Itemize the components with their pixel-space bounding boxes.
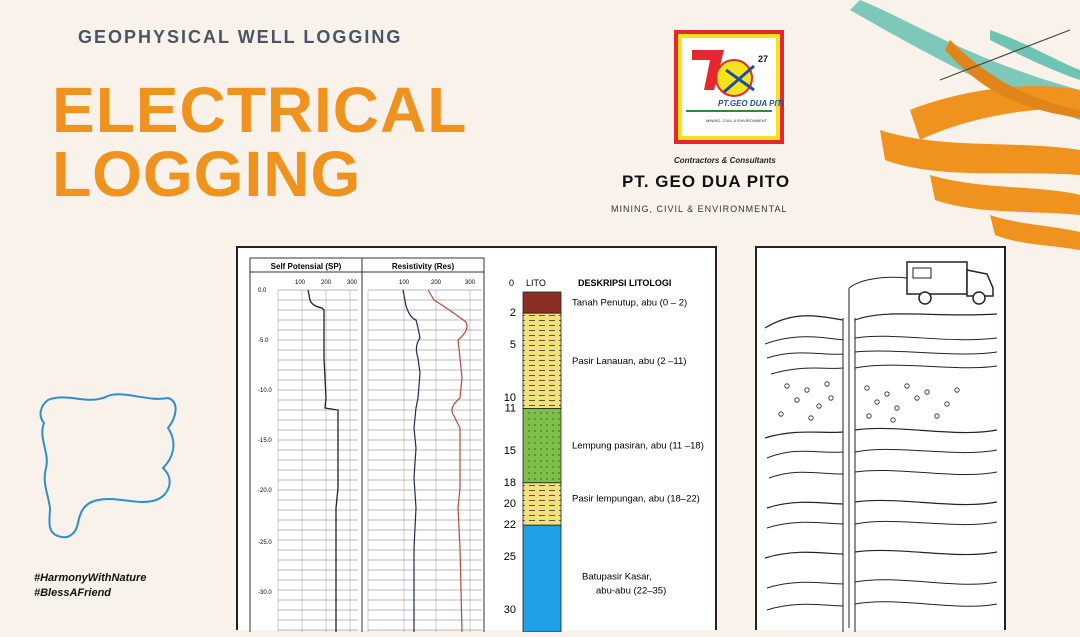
gravel-dot [784, 383, 790, 389]
gravel-dot [890, 417, 896, 423]
lithology-descriptions: Tanah Penutup, abu (0 – 2) Pasir Lanauan,… [572, 298, 704, 597]
outline-doodle-decoration [39, 393, 177, 539]
logging-truck-icon [848, 261, 994, 305]
hashtag-harmony: #HarmonyWithNature [34, 572, 147, 584]
title-line-2: LOGGING [52, 138, 362, 210]
lithology-layer [522, 291, 562, 314]
well-log-chart: Self Potensial (SP) Resistivity (Res) 10… [236, 246, 717, 633]
lithology-layer [522, 312, 562, 409]
lithology-depth-label: 20 [504, 498, 516, 510]
company-tagline: Contractors & Consultants [674, 156, 776, 165]
lithology-depth-label: 18 [504, 477, 516, 489]
gravel-dot [794, 397, 800, 403]
brush-stroke-decoration [850, 0, 1080, 250]
gravel-dot [954, 387, 960, 393]
gravel-dot [914, 395, 920, 401]
well-schematic-svg [764, 261, 998, 632]
lithology-depth-label: 15 [504, 445, 516, 457]
lithology-depth-label: 30 [504, 604, 516, 616]
lithology-depth-label: 11 [505, 403, 516, 415]
gravel-dot [864, 385, 870, 391]
sp-tick-200: 200 [321, 280, 332, 286]
res-title: Resistivity (Res) [392, 262, 455, 271]
depth-tick: 0.0 [258, 288, 267, 294]
res-curve-shallow [427, 289, 468, 633]
lithology-description: Pasir lempungan, abu (18–22) [572, 494, 700, 505]
depth-tick: -30.0 [258, 590, 272, 596]
depth-tick: -15.0 [258, 438, 272, 444]
depth-tick: -20.0 [258, 488, 272, 494]
lithology-layer [522, 482, 562, 526]
gravel-dot [804, 387, 810, 393]
sp-curve [307, 289, 339, 632]
lithology-depth-label: 5 [510, 339, 516, 351]
well-schematic [755, 246, 1006, 632]
logo-subtext: MINING, CIVIL & ENVIRONMENT [706, 118, 768, 123]
hashtag-bless: #BlessAFriend [34, 587, 112, 599]
well-log-svg: Self Potensial (SP) Resistivity (Res) 10… [249, 257, 704, 633]
sp-tick-100: 100 [295, 280, 306, 286]
lithology-layer [522, 524, 562, 633]
logo-number: 27 [758, 54, 768, 64]
lito-header: LITO [526, 278, 546, 288]
res-tick-300: 300 [465, 280, 476, 286]
lithology-description: Pasir Lanauan, abu (2 –11) [572, 356, 686, 367]
sp-title: Self Potensial (SP) [271, 262, 342, 271]
log-gridlines [277, 289, 482, 632]
company-logo: 27 PT.GEO DUA PITO MINING, CIVIL & ENVIR… [674, 30, 784, 144]
logo-text: PT.GEO DUA PITO [718, 99, 784, 108]
lithology-column [522, 291, 562, 633]
gravel-dot [808, 415, 814, 421]
gravel-dot [894, 405, 900, 411]
gravel-dot [866, 413, 872, 419]
lithology-description: abu-abu (22–35) [596, 586, 666, 597]
depth-tick: -25.0 [258, 540, 272, 546]
lithology-description: Tanah Penutup, abu (0 – 2) [572, 298, 687, 309]
lithology-depth-label: 10 [504, 392, 516, 404]
lithology-depth-label: 22 [504, 519, 516, 531]
page-subtitle: GEOPHYSICAL WELL LOGGING [78, 27, 403, 47]
res-tick-200: 200 [431, 280, 442, 286]
sp-tick-300: 300 [347, 280, 358, 286]
gravel-dot [884, 391, 890, 397]
lithology-depth-label: 2 [510, 307, 516, 319]
lithology-description: Lempung pasiran, abu (11 –18) [572, 441, 704, 452]
gravel-dot [828, 395, 834, 401]
lithology-layer [522, 408, 562, 484]
gravel-dot [934, 413, 940, 419]
company-sector: MINING, CIVIL & ENVIRONMENTAL [611, 204, 788, 214]
lithology-depth-label: 25 [504, 551, 516, 563]
gravel-dot [874, 399, 880, 405]
lito-depth-zero: 0 [509, 278, 514, 288]
title-line-1: ELECTRICAL [52, 74, 468, 146]
gravel-dot [816, 403, 822, 409]
gravel-texture [778, 381, 960, 423]
lithology-description: Batupasir Kasar, [582, 572, 652, 583]
depth-tick: -5.0 [258, 338, 269, 344]
gravel-dot [824, 381, 830, 387]
gravel-dot [904, 383, 910, 389]
company-name: PT. GEO DUA PITO [622, 172, 791, 191]
gravel-dot [778, 411, 784, 417]
page-title: ELECTRICAL LOGGING [52, 78, 467, 206]
depth-tick: -10.0 [258, 388, 272, 394]
res-tick-100: 100 [399, 280, 410, 286]
res-curve-deep [402, 289, 421, 632]
desc-header: DESKRIPSI LITOLOGI [578, 278, 671, 288]
gravel-dot [924, 389, 930, 395]
gravel-dot [944, 401, 950, 407]
